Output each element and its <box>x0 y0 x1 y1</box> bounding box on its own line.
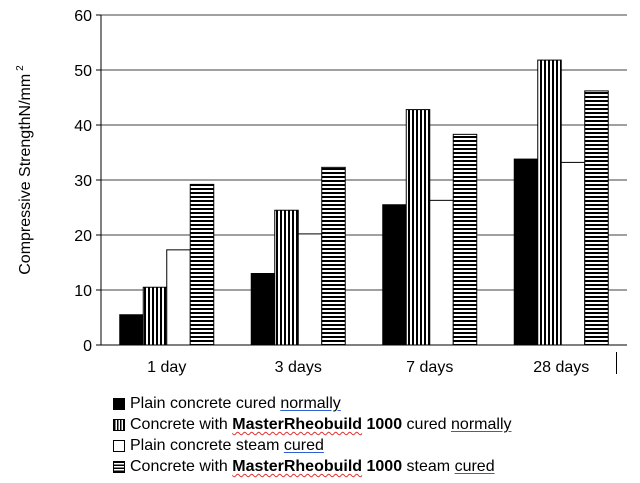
x-tick-label: 1 day <box>147 359 186 376</box>
bar <box>274 209 299 346</box>
y-tick-label: 10 <box>74 283 92 300</box>
legend-item: Concrete with MasterRheobuild 1000 cured… <box>113 414 512 435</box>
bar <box>321 166 346 346</box>
legend-item: Plain concrete steam cured <box>113 435 512 456</box>
legend-label-part: normally <box>451 416 512 433</box>
legend-swatch <box>113 418 125 431</box>
legend-label-part: Concrete with <box>130 458 233 475</box>
axes: 0 10 20 30 40 50 60 1 day 3 days 7 days 28 days <box>74 8 627 376</box>
y-tick-label: 20 <box>74 228 92 245</box>
legend-label: Concrete with MasterRheobuild 1000 cured… <box>130 414 512 435</box>
bar <box>537 59 562 346</box>
y-axis-label-superscript: 2 <box>15 65 26 71</box>
bar <box>250 273 276 346</box>
legend: Plain concrete cured normally Concrete wi… <box>113 393 512 477</box>
bars <box>119 59 609 346</box>
legend-label: Concrete with MasterRheobuild 1000 steam… <box>130 456 495 477</box>
legend-label: Plain concrete steam cured <box>130 435 324 456</box>
legend-label-part: cured <box>283 437 324 454</box>
bar <box>297 233 323 346</box>
legend-label-part: steam <box>402 458 455 475</box>
bar <box>513 158 539 346</box>
bar <box>560 161 586 346</box>
bar-chart: 0 10 20 30 40 50 60 1 day 3 days 7 days 28 days Co… <box>15 8 627 376</box>
legend-label-part: cured <box>454 458 495 475</box>
legend-label-part: MasterRheobuild <box>232 458 363 475</box>
legend-label-part: Plain concrete steam <box>130 437 284 454</box>
y-tick-label: 0 <box>83 338 92 355</box>
legend-label-part: Plain concrete cured <box>130 395 281 412</box>
bar <box>166 249 191 346</box>
x-tick-label: 28 days <box>533 359 589 376</box>
y-tick-label: 40 <box>74 118 92 135</box>
x-tick-label: 3 days <box>275 359 322 376</box>
y-axis-label: Compressive StrengthN/mm2 <box>15 65 34 275</box>
y-tick-label: 60 <box>74 8 92 25</box>
bar <box>119 314 144 346</box>
text-cursor <box>616 352 617 374</box>
legend-label-part: cured <box>402 416 452 433</box>
y-tick-label: 50 <box>74 63 92 80</box>
legend-label-part: normally <box>280 395 341 412</box>
bar <box>584 90 609 346</box>
legend-label-part: 1000 <box>362 458 403 475</box>
bar <box>382 204 407 346</box>
legend-item: Concrete with MasterRheobuild 1000 steam… <box>113 456 512 477</box>
bar <box>405 109 431 346</box>
bar <box>189 183 215 346</box>
legend-swatch <box>113 439 125 452</box>
legend-swatch <box>113 460 125 473</box>
legend-label-part: Concrete with <box>130 416 233 433</box>
bar <box>429 199 454 346</box>
bar <box>142 286 168 346</box>
legend-swatch <box>113 397 125 410</box>
legend-label-part: MasterRheobuild <box>232 416 363 433</box>
bar <box>452 133 478 346</box>
x-tick-label: 7 days <box>406 359 453 376</box>
legend-label: Plain concrete cured normally <box>130 393 341 414</box>
legend-item: Plain concrete cured normally <box>113 393 512 414</box>
legend-label-part: 1000 <box>362 416 403 433</box>
y-tick-label: 30 <box>74 173 92 190</box>
